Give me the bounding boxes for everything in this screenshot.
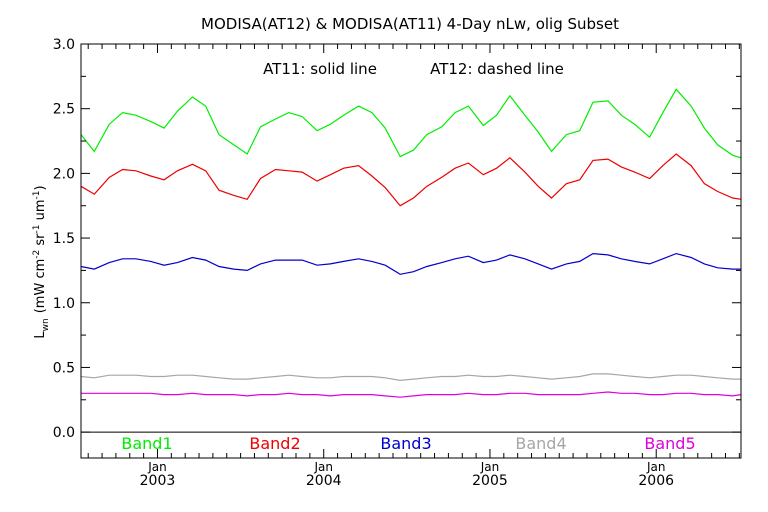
- y-label-unit-um: um: [33, 199, 48, 224]
- legend-entry-band1: Band1: [121, 434, 172, 453]
- series-layer: [80, 88, 742, 398]
- x-tick-year-label: 2004: [306, 473, 342, 489]
- chart-title: MODISA(AT12) & MODISA(AT11) 4-Day nLw, o…: [201, 15, 619, 33]
- y-label-subscript: wn: [41, 318, 51, 331]
- y-label-um-exponent: -1: [32, 190, 42, 199]
- x-tick-year-label: 2003: [140, 473, 176, 489]
- x-tick-month-label: Jan: [480, 460, 500, 474]
- series-line-band1: [80, 88, 742, 159]
- x-tick-month-label: Jan: [313, 460, 333, 474]
- y-label-cm-exponent: -2: [32, 250, 42, 259]
- y-tick-label: 0.0: [53, 425, 75, 441]
- series-line-band4: [80, 373, 741, 382]
- y-label-close: ): [33, 185, 48, 190]
- legend: Band1 Band2 Band3 Band4 Band5: [121, 434, 695, 453]
- annotation-solid-line: AT11: solid line: [263, 60, 377, 78]
- y-axis-label: Lwn(mW cm-2 sr-1 um-1): [32, 185, 51, 338]
- annotation-dashed-line: AT12: dashed line: [430, 60, 564, 78]
- y-label-unit-cm: (mW cm: [33, 259, 48, 314]
- x-tick-month-label: Jan: [646, 460, 666, 474]
- legend-entry-band4: Band4: [515, 434, 566, 453]
- series-line-band3: [80, 252, 741, 275]
- series-line-band2: [80, 153, 742, 207]
- y-tick-label: 1.0: [53, 296, 75, 312]
- x-tick-month-label: Jan: [147, 460, 167, 474]
- legend-entry-band5: Band5: [644, 434, 695, 453]
- y-tick-label: 2.5: [53, 102, 75, 118]
- y-tick-label: 3.0: [53, 37, 75, 53]
- series-line-band5: [81, 391, 742, 398]
- y-label-unit-sr: sr: [33, 233, 48, 250]
- plot-frame: [80, 43, 742, 459]
- x-tick-year-label: 2005: [472, 473, 508, 489]
- x-tick-year-label: 2006: [638, 473, 674, 489]
- svg-text:Lwn(mW cm-2 sr-1 um-1): Lwn(mW cm-2 sr-1 um-1): [32, 185, 51, 338]
- legend-entry-band3: Band3: [380, 434, 431, 453]
- y-label-quantity: L: [33, 331, 48, 339]
- y-tick-label: 2.0: [53, 166, 75, 182]
- axis-layer: 0.00.51.01.52.02.53.0Jan2003Jan2004Jan20…: [53, 37, 742, 489]
- y-tick-label: 1.5: [53, 231, 75, 247]
- y-label-sr-exponent: -1: [32, 225, 42, 234]
- legend-entry-band2: Band2: [249, 434, 300, 453]
- y-tick-label: 0.5: [53, 360, 75, 376]
